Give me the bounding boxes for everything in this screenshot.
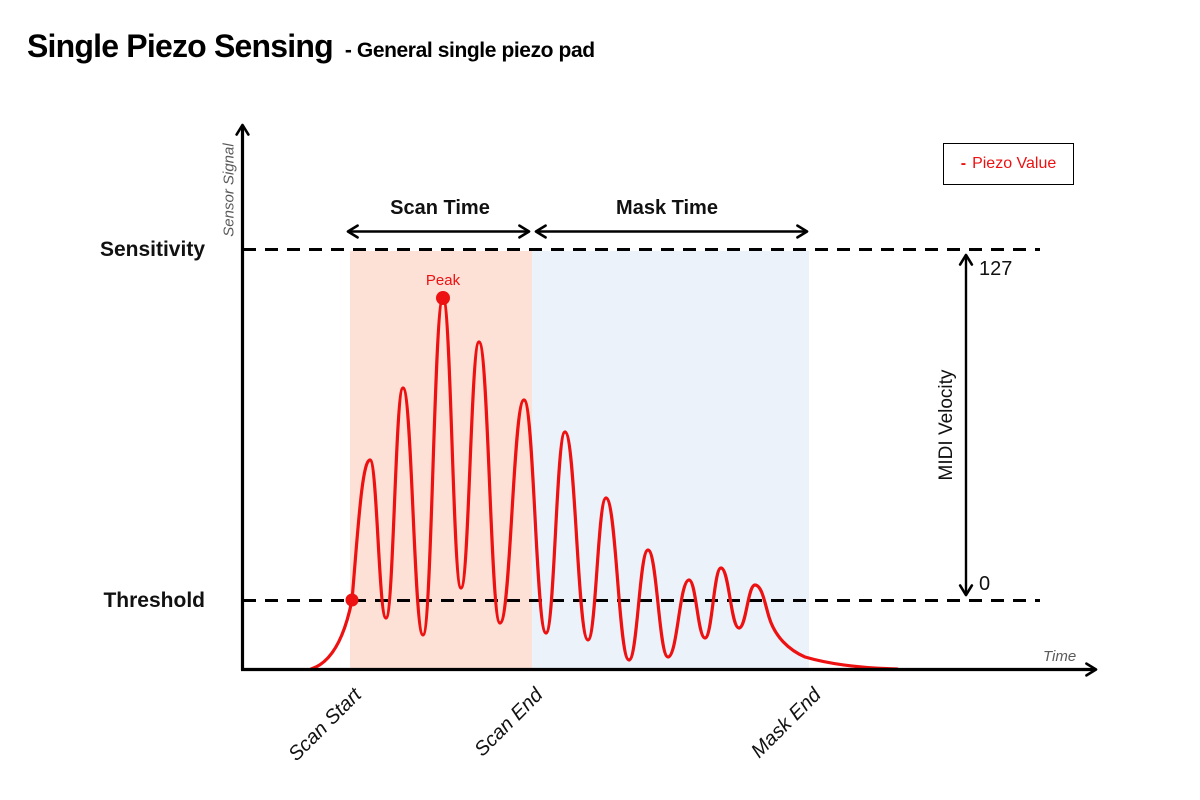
peak-dot [436, 291, 450, 305]
scan-time-label: Scan Time [390, 197, 490, 219]
x-axis-title: Time [1043, 648, 1077, 665]
mask-time-label: Mask Time [616, 197, 718, 219]
peak-label: Peak [425, 272, 461, 289]
midi-velocity-label: MIDI Velocity [936, 369, 957, 481]
legend-box: - Piezo Value [943, 143, 1074, 185]
y-axis-title: Sensor Signal [220, 143, 238, 237]
scan-time-region [350, 251, 532, 668]
legend-line-marker: - [960, 155, 967, 172]
threshold-cross-dot [345, 593, 359, 607]
sensitivity-label: Sensitivity [99, 238, 205, 261]
midi-min-value: 0 [979, 573, 991, 595]
midi-max-value: 127 [979, 258, 1013, 280]
piezo-curve [309, 296, 899, 671]
threshold-label: Threshold [103, 589, 205, 612]
header: Single Piezo Sensing - General single pi… [27, 28, 595, 65]
page-title: Single Piezo Sensing [27, 28, 334, 64]
page-subtitle: - General single piezo pad [344, 39, 595, 62]
legend-label: Piezo Value [972, 155, 1057, 172]
